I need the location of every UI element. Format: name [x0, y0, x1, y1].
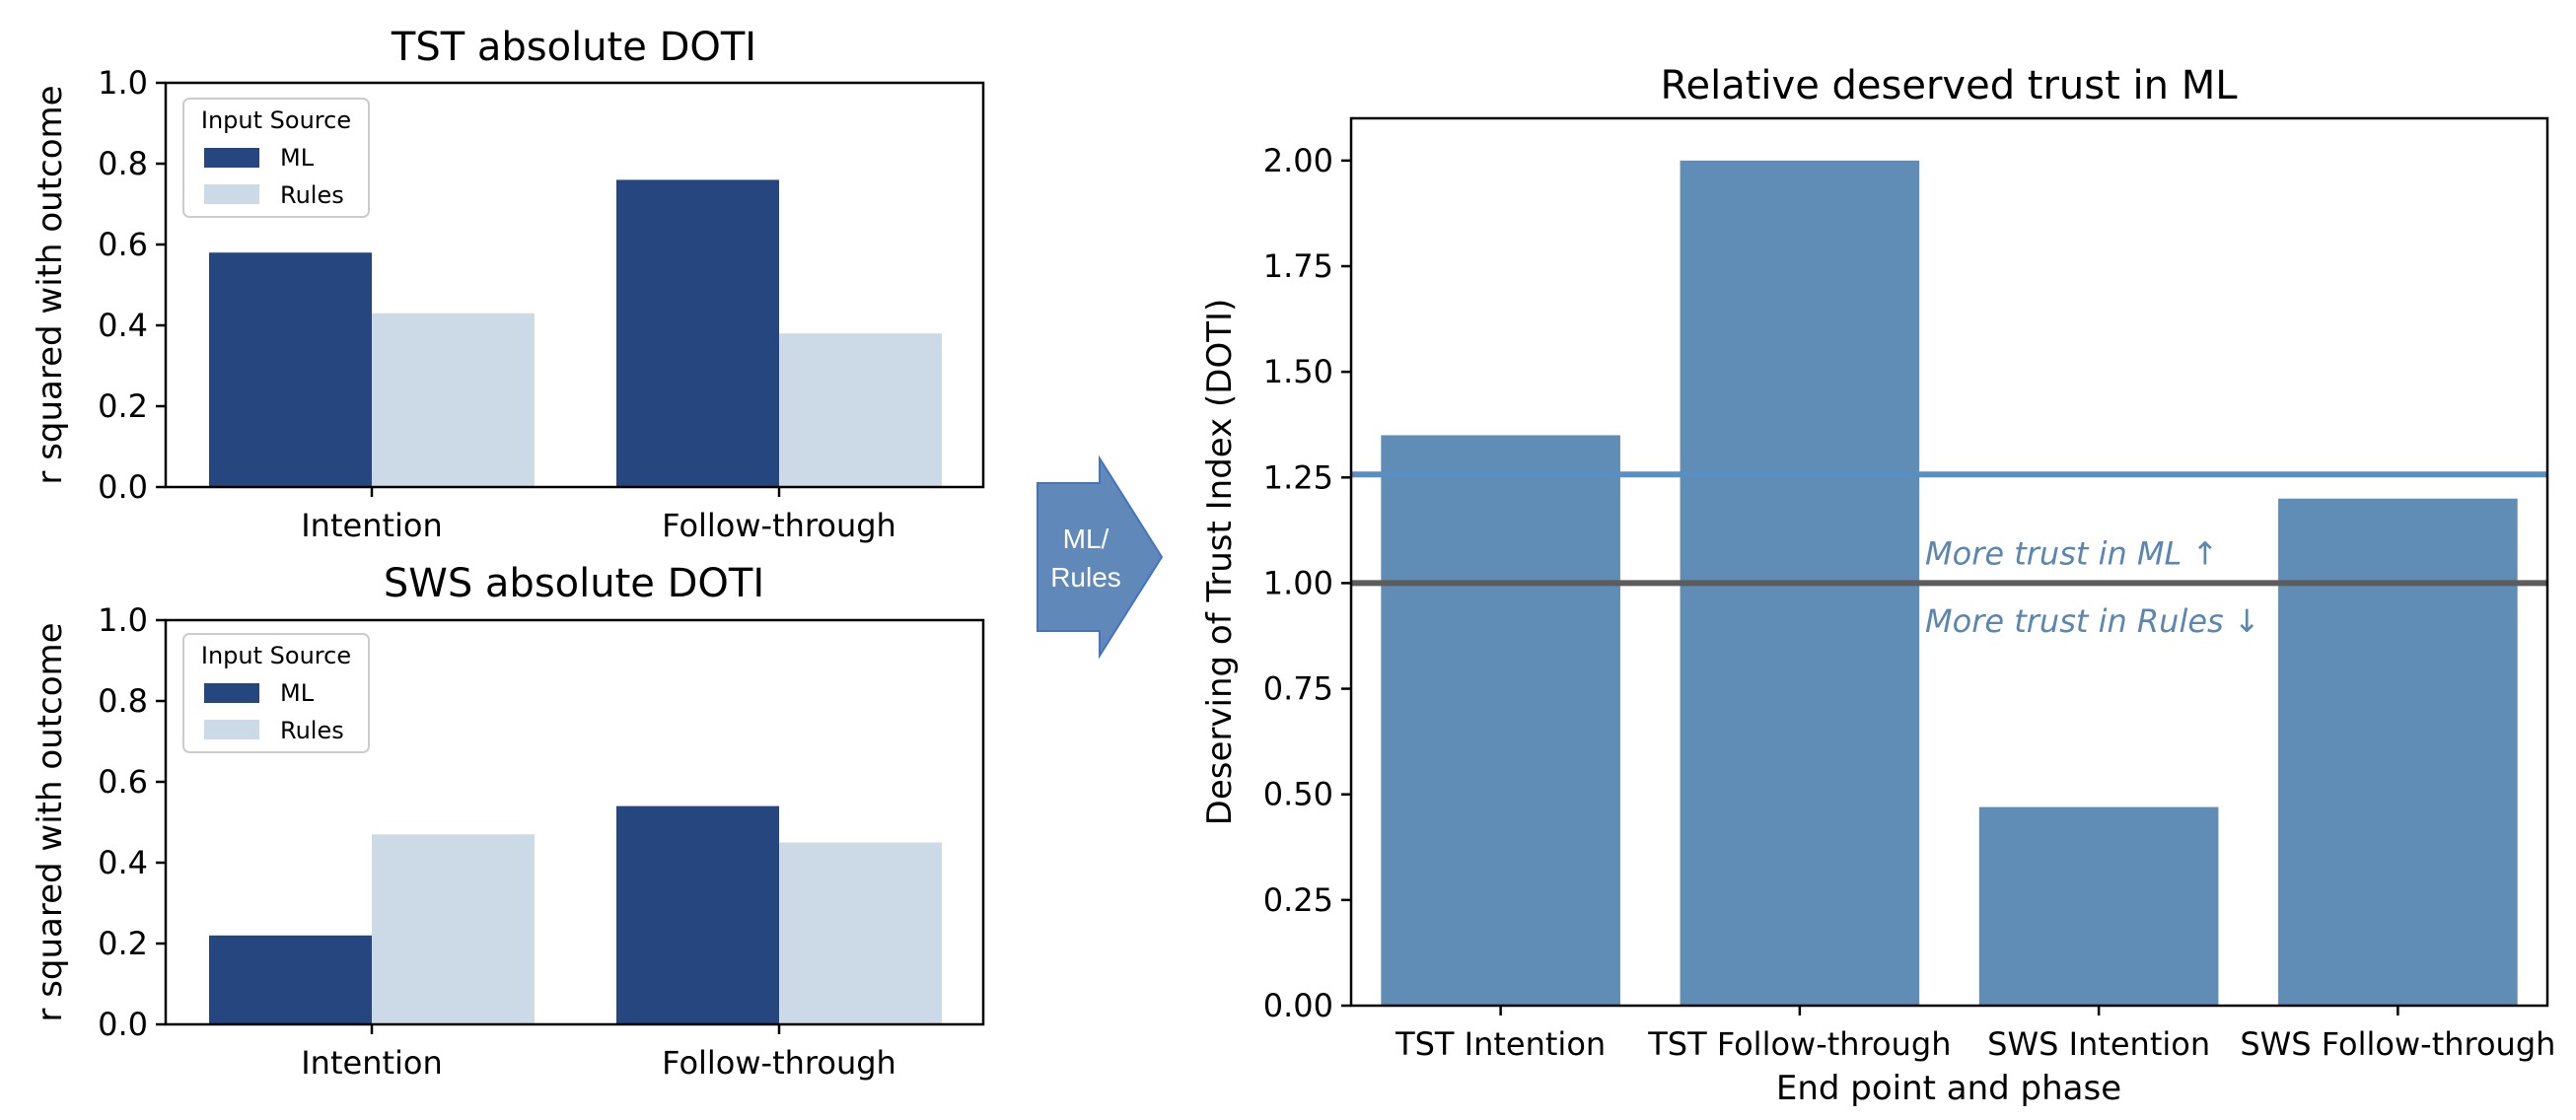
sws-y-tick-label: 0.0 — [98, 1006, 148, 1043]
annotation-more-trust-rules: More trust in Rules ↓ — [1925, 602, 2260, 640]
sws-y-tick-label: 0.2 — [98, 925, 148, 962]
arrow-label-line2: Rules — [1050, 562, 1121, 593]
relative-y-tick-label: 1.25 — [1263, 458, 1333, 496]
sws-bar-rules-follow-through — [779, 842, 942, 1024]
arrow-label-line1: ML/ — [1063, 524, 1109, 554]
tst-legend-label-ml: ML — [280, 144, 315, 172]
relative-y-tick-label: 1.00 — [1263, 564, 1333, 601]
sws-x-tick-label: Intention — [301, 1044, 443, 1082]
sws-legend-label-rules: Rules — [280, 717, 344, 744]
tst-y-tick-label: 0.8 — [98, 145, 148, 182]
relative-y-tick-label: 1.50 — [1263, 353, 1333, 390]
relative-x-tick-label: SWS Intention — [1987, 1025, 2210, 1063]
tst-legend-title: Input Source — [201, 106, 351, 134]
sws-bar-ml-intention — [209, 935, 372, 1024]
sws-bar-ml-follow-through — [616, 805, 779, 1024]
tst-bar-ml-follow-through — [616, 179, 779, 487]
sws-y-tick-label: 0.6 — [98, 763, 148, 801]
relative-x-axis-label: End point and phase — [1776, 1069, 2121, 1108]
sws-y-tick-label: 0.8 — [98, 682, 148, 720]
relative-x-tick-label: TST Follow-through — [1647, 1025, 1951, 1063]
sws-legend-swatch-rules — [204, 720, 259, 739]
tst-legend: Input Source ML Rules — [182, 98, 370, 218]
relative-chart: Relative deserved trust in ML Deserving … — [1200, 63, 2555, 1108]
sws-legend-title: Input Source — [201, 642, 351, 669]
sws-legend-label-ml: ML — [280, 679, 315, 707]
sws-chart: SWS absolute DOTI r squared with outcome… — [31, 561, 985, 1082]
tst-y-axis-label: r squared with outcome — [31, 85, 70, 484]
tst-bar-rules-follow-through — [779, 333, 942, 487]
relative-y-tick-label: 2.00 — [1263, 142, 1333, 179]
annotation-more-trust-ml: More trust in ML ↑ — [1925, 534, 2218, 572]
tst-plot-frame — [164, 81, 985, 489]
relative-y-tick-label: 0.75 — [1263, 670, 1333, 708]
relative-y-tick-label: 0.25 — [1263, 881, 1333, 919]
tst-y-tick-label: 0.4 — [98, 307, 148, 344]
tst-legend-swatch-ml — [204, 148, 259, 168]
sws-legend-swatch-ml — [204, 683, 259, 703]
sws-plot-frame — [164, 618, 985, 1026]
ml-rules-arrow-icon: ML/ Rules — [1037, 455, 1164, 660]
tst-y-tick-label: 0.2 — [98, 387, 148, 425]
tst-legend-swatch-rules — [204, 184, 259, 204]
tst-y-tick-label: 1.0 — [98, 64, 148, 102]
relative-chart-title: Relative deserved trust in ML — [1661, 63, 2239, 108]
tst-chart-title: TST absolute DOTI — [391, 25, 756, 70]
sws-x-tick-label: Follow-through — [662, 1044, 896, 1082]
tst-x-tick-label: Follow-through — [662, 507, 896, 544]
relative-y-tick-label: 1.75 — [1263, 247, 1333, 285]
tst-bar-ml-intention — [209, 252, 372, 487]
relative-x-tick-label: SWS Follow-through — [2240, 1025, 2555, 1063]
relative-y-tick-label: 0.50 — [1263, 776, 1333, 813]
relative-bar-sws-follow-through — [2278, 498, 2518, 1006]
tst-chart: TST absolute DOTI r squared with outcome… — [31, 25, 985, 544]
sws-y-tick-label: 1.0 — [98, 601, 148, 639]
tst-bar-rules-intention — [372, 313, 535, 487]
tst-y-tick-label: 0.6 — [98, 226, 148, 263]
relative-y-axis-label: Deserving of Trust Index (DOTI) — [1200, 299, 1240, 826]
relative-y-tick-label: 0.00 — [1263, 987, 1333, 1024]
sws-chart-title: SWS absolute DOTI — [384, 561, 764, 606]
relative-bar-sws-intention — [1978, 806, 2219, 1006]
tst-x-tick-label: Intention — [301, 507, 443, 544]
relative-x-tick-label: TST Intention — [1395, 1025, 1606, 1063]
tst-y-tick-label: 0.0 — [98, 468, 148, 506]
tst-legend-label-rules: Rules — [280, 181, 344, 209]
sws-legend: Input Source ML Rules — [182, 633, 370, 753]
sws-y-tick-label: 0.4 — [98, 844, 148, 881]
relative-bar-tst-intention — [1381, 435, 1620, 1006]
relative-plot-frame — [1349, 116, 2549, 1008]
sws-y-axis-label: r squared with outcome — [31, 622, 70, 1021]
sws-bar-rules-intention — [372, 834, 535, 1024]
